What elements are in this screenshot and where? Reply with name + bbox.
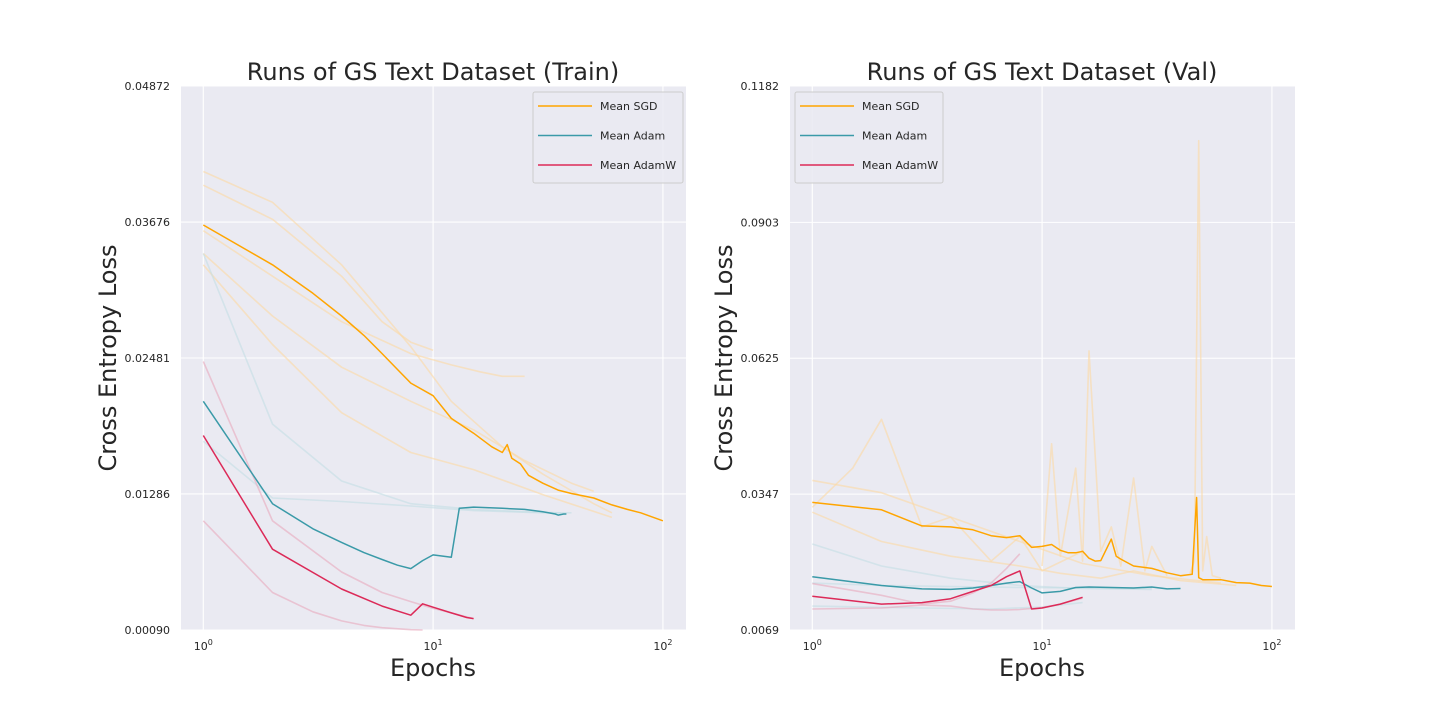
train-run-line [202,252,594,492]
train-legend-label: Mean Adam [600,130,665,143]
val-x-tick-label: 100 [803,638,822,653]
val-run-line [812,479,1221,584]
train-y-tick-label: 0.03676 [125,216,171,229]
val-series [812,496,1272,610]
val-legend: Mean SGD Mean Adam Mean AdamW [794,91,944,184]
train-run-line [202,440,561,514]
train-x-tick-label: 101 [424,638,443,653]
train-runs [202,170,613,631]
train-y-tick-label: 0.00090 [125,624,171,637]
train-series-line [202,224,664,522]
val-legend-label: Mean Adam [862,130,927,143]
train-series-line [202,435,474,620]
train-ticks: 100 101 102 0.00090 0.01286 0.02481 0.03676 0.0… [125,80,673,653]
train-x-tick-label: 102 [653,638,672,653]
train-run-line [202,520,423,631]
train-y-tick-label: 0.02481 [125,352,171,365]
val-y-axis-label: Cross Entropy Loss [710,245,738,472]
train-legend-label: Mean AdamW [600,159,676,172]
val-x-tick-label: 101 [1033,638,1052,653]
train-chart: 100 101 102 0.00090 0.01286 0.02481 0.03676 0.0… [94,58,686,682]
val-title: Runs of GS Text Dataset (Val) [867,58,1218,86]
val-legend-label: Mean SGD [862,100,919,113]
train-legend-label: Mean SGD [600,100,657,113]
val-legend-box [794,91,944,184]
val-y-tick-label: 0.0069 [741,624,780,637]
train-x-tick-label: 100 [194,638,213,653]
train-run-line [202,264,613,519]
val-series-line [812,575,1181,594]
val-run-line [811,511,1237,587]
train-y-axis-label: Cross Entropy Loss [94,245,122,472]
val-y-tick-label: 0.0625 [741,352,780,365]
train-legend: Mean SGD Mean Adam Mean AdamW [532,91,684,184]
train-run-line [202,230,525,378]
train-y-tick-label: 0.01286 [125,488,171,501]
train-y-tick-label: 0.04872 [125,80,171,93]
val-x-axis-label: Epochs [999,654,1085,682]
val-legend-label: Mean AdamW [862,159,938,172]
train-legend-box [532,91,684,184]
val-run-line [811,418,1083,572]
val-series-line [812,496,1272,588]
val-x-tick-label: 102 [1262,638,1281,653]
val-series-line [812,570,1083,610]
train-series-line [202,400,567,570]
train-x-axis-label: Epochs [390,654,476,682]
val-ticks: 100 101 102 0.0069 0.0347 0.0625 0.0903 0.1182 [741,80,1282,653]
val-y-tick-label: 0.0347 [741,488,780,501]
train-run-line [202,184,434,351]
val-run-line [1189,139,1222,579]
val-run-line [1041,350,1168,577]
train-series [202,224,664,620]
val-y-tick-label: 0.0903 [741,216,780,229]
val-chart: 100 101 1020.00690.03470.06250.09030.1182 … [710,58,1295,682]
val-run-line [812,553,1021,605]
val-y-tick-label: 0.1182 [741,80,780,93]
train-title: Runs of GS Text Dataset (Train) [247,58,619,86]
